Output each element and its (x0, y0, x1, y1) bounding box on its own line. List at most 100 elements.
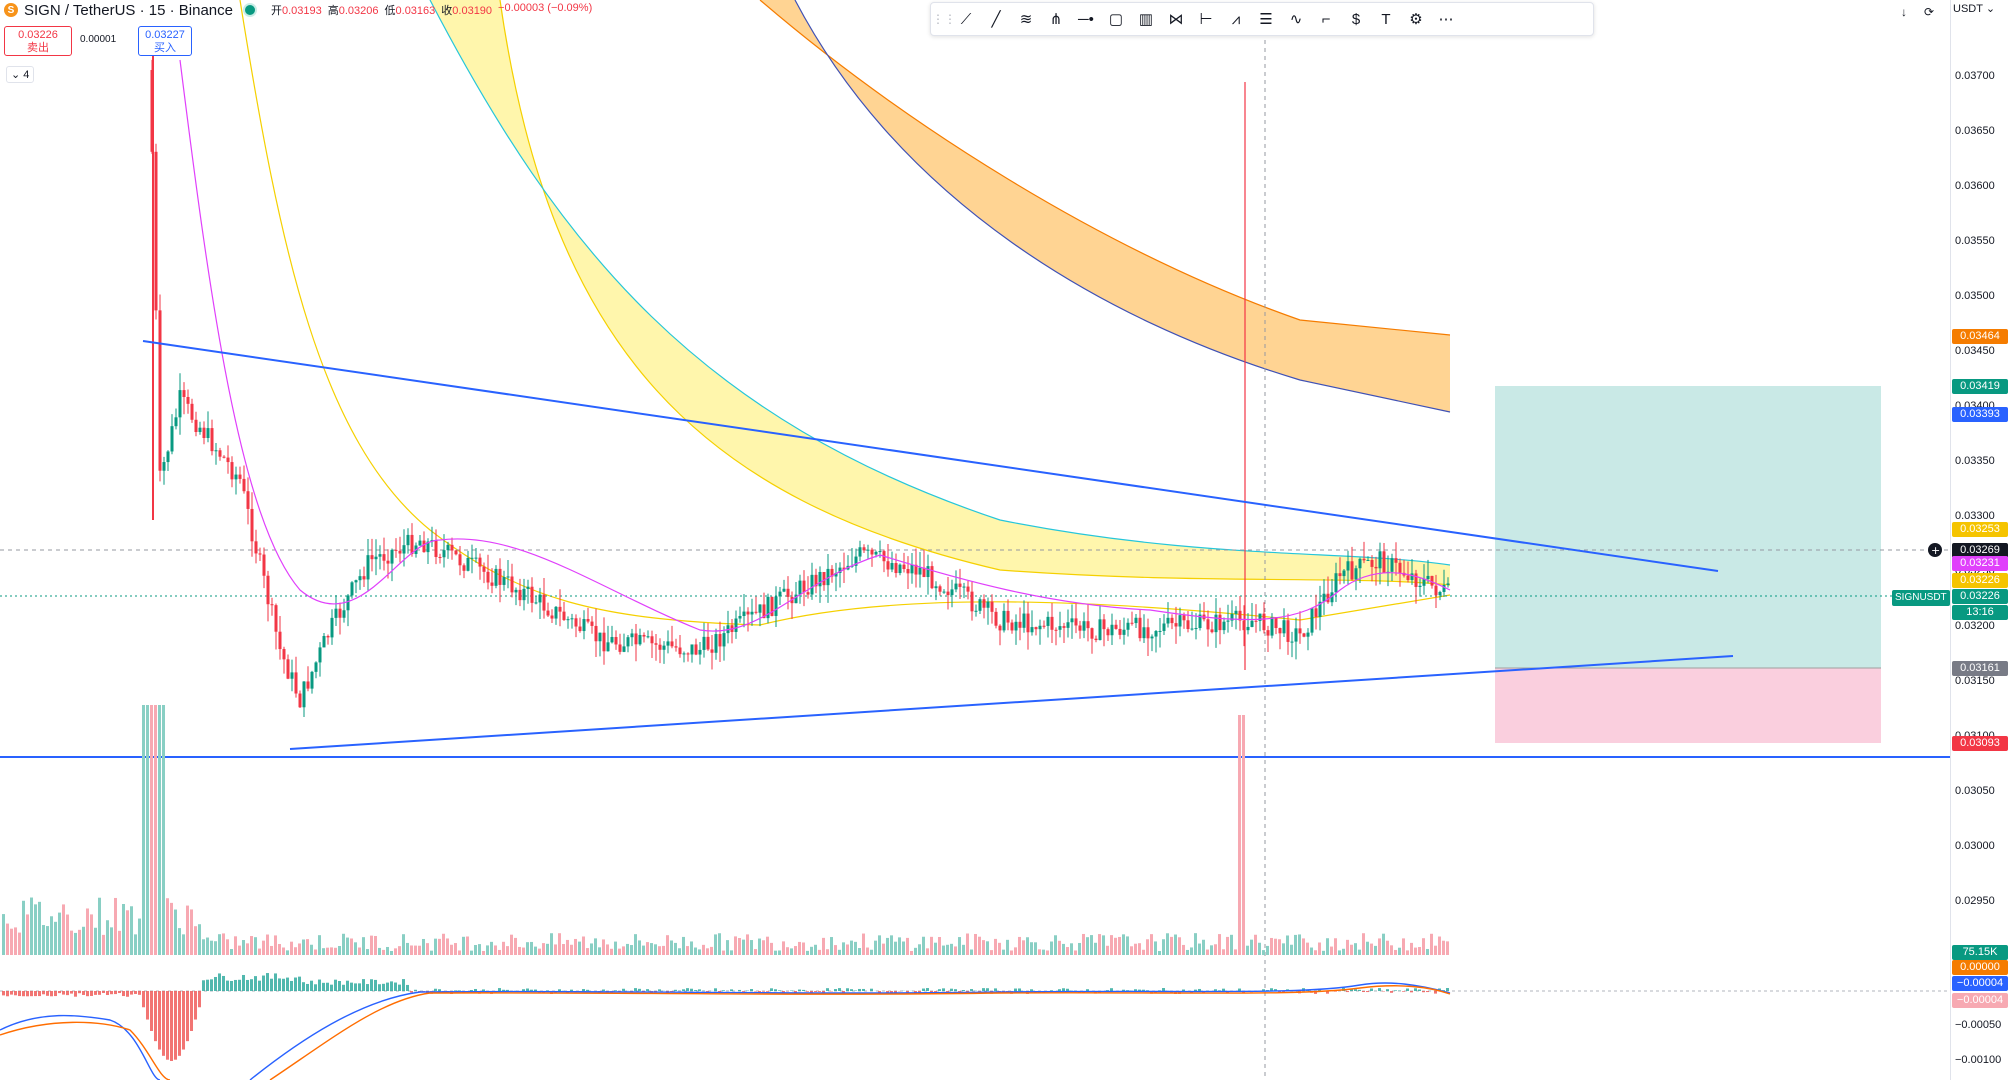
volume-bar (1438, 936, 1441, 955)
candle-body (1374, 566, 1378, 569)
volume-bar (1422, 938, 1425, 955)
volume-bar (1018, 936, 1021, 955)
volume-bar (1166, 933, 1169, 955)
volume-bar (438, 938, 441, 955)
macd-histogram-bar (1146, 990, 1149, 991)
volume-bar (254, 937, 257, 955)
macd-histogram-bar (1198, 988, 1201, 991)
candle-body (458, 554, 462, 566)
macd-histogram-bar (90, 991, 93, 996)
candle-body (158, 310, 162, 471)
horizontal-ray-icon[interactable]: ─• (1078, 10, 1094, 28)
macd-histogram-bar (1350, 989, 1353, 991)
volume-bar (414, 945, 417, 955)
macd-histogram-bar (1446, 988, 1449, 991)
macd-histogram-bar (502, 989, 505, 991)
candle-body (1166, 617, 1170, 624)
candle-body (862, 547, 866, 551)
anchored-vwap-icon[interactable]: ⊢ (1199, 11, 1213, 28)
volume-bar (150, 705, 153, 955)
candle-body (346, 595, 350, 611)
macd-histogram-bar (290, 980, 293, 991)
candle-body (202, 427, 206, 439)
macd-histogram-bar (54, 991, 57, 997)
macd-histogram-bar (1314, 991, 1317, 994)
yellow-band-edge (499, 0, 1451, 586)
macd-histogram-bar (810, 991, 813, 994)
price-axis[interactable]: USDT ⌄ 0.03700 0.03650 0.03600 0.03550 0.035… (1950, 0, 2013, 1080)
text-icon[interactable]: T (1381, 10, 1391, 28)
volume-bar (1330, 946, 1333, 955)
volume-bar (1110, 935, 1113, 955)
volume-bar (330, 947, 333, 955)
buy-button[interactable]: 0.03227 买入 (138, 26, 192, 56)
elliott-wave-icon[interactable]: ⩘ (1231, 10, 1241, 28)
chart-area[interactable]: + S SIGN / TetherUS · 15 · Binance 开0.03… (0, 0, 1950, 1080)
download-icon[interactable]: ↓ (1901, 5, 1907, 19)
volume-bar (86, 908, 89, 955)
abcd-pattern-icon[interactable]: ⋈ (1168, 11, 1184, 28)
macd-histogram-bar (994, 988, 997, 991)
price-label: 0.03161 (1952, 661, 2008, 676)
long-short-icon[interactable]: ▥ (1138, 11, 1154, 28)
path-icon[interactable]: ∿ (1289, 11, 1303, 28)
volume-bar (354, 942, 357, 955)
macd-histogram-bar (258, 980, 261, 991)
volume-bar (814, 944, 817, 955)
price-chart[interactable]: + (0, 0, 1950, 1080)
candle-body (1070, 618, 1074, 623)
candle-body (1414, 573, 1418, 587)
macd-histogram-bar (1262, 989, 1265, 991)
more-icon[interactable]: ⋯ (1438, 11, 1454, 28)
volume-bar (1094, 942, 1097, 955)
trend-line-icon[interactable]: ╱ (991, 11, 1001, 28)
candle-body (1014, 621, 1018, 631)
indicators-toggle[interactable]: ⌄ 4 (6, 66, 35, 83)
candle-body (486, 571, 490, 583)
symbol-title[interactable]: SIGN / TetherUS · 15 · Binance (24, 1, 233, 19)
candle-body (1026, 613, 1030, 633)
macd-histogram-bar (714, 988, 717, 991)
currency-selector[interactable]: USDT ⌄ (1953, 2, 1995, 15)
candle-body (1242, 620, 1246, 631)
volume-bar (706, 948, 709, 955)
price-label-icon[interactable]: $ (1351, 10, 1361, 28)
macd-histogram-bar (94, 991, 97, 995)
rectangle-icon[interactable]: ▢ (1108, 11, 1124, 28)
macd-histogram-bar (118, 991, 121, 994)
volume-bar (598, 947, 601, 955)
volume-bar (1206, 949, 1209, 955)
volume-bar (238, 945, 241, 955)
volume-bar (770, 942, 773, 955)
callout-icon[interactable]: ⌐ (1321, 10, 1331, 28)
candle-body (522, 588, 526, 601)
volume-bar (1086, 937, 1089, 955)
macd-histogram-bar (922, 988, 925, 991)
fib-retracement-icon[interactable]: ☰ (1259, 11, 1273, 28)
pitchfork-icon[interactable]: ⋔ (1049, 11, 1063, 28)
parallel-channel-icon[interactable]: ≋ (1019, 11, 1033, 28)
candle-body (1190, 628, 1194, 630)
macd-histogram-bar (274, 973, 277, 991)
volume-bar (106, 920, 109, 955)
candle-body (898, 564, 902, 574)
candle-body (358, 576, 362, 581)
refresh-icon[interactable]: ⟳ (1923, 5, 1935, 19)
macd-histogram-bar (158, 991, 161, 1050)
settings-icon[interactable]: ⚙ (1409, 11, 1423, 28)
macd-histogram-bar (1062, 988, 1065, 991)
macd-histogram-bar (238, 979, 241, 991)
sell-button[interactable]: 0.03226 卖出 (4, 26, 72, 56)
volume-bar (1306, 942, 1309, 955)
macd-histogram-bar (850, 989, 853, 991)
volume-bar (386, 946, 389, 955)
macd-histogram-bar (38, 991, 41, 997)
candle-body (514, 589, 518, 593)
ray-icon[interactable]: ⟋ (960, 10, 972, 28)
macd-histogram-bar (166, 991, 169, 1060)
candle-body (870, 549, 874, 555)
macd-histogram-bar (294, 977, 297, 991)
volume-bar (1338, 950, 1341, 955)
volume-bar (1066, 947, 1069, 955)
macd-histogram-bar (1018, 988, 1021, 991)
